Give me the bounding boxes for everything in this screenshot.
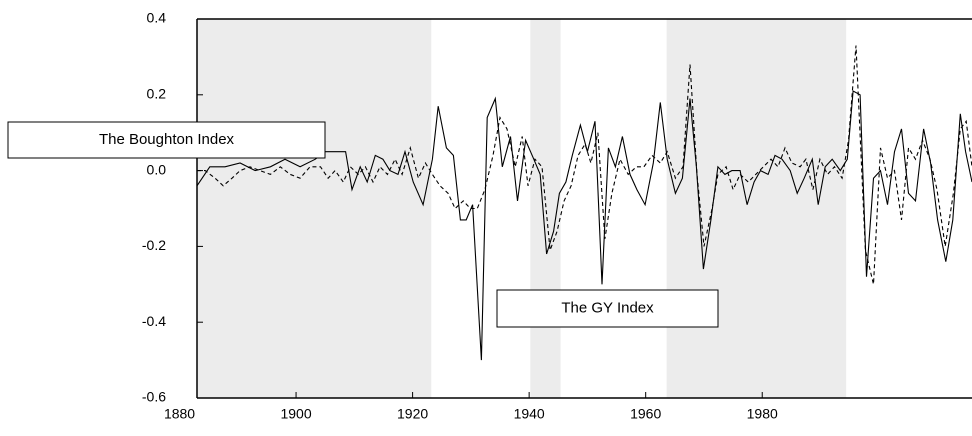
series-line [197, 45, 972, 285]
y-tick-label: -0.2 [142, 237, 166, 253]
y-tick-label: -0.4 [142, 313, 166, 329]
y-tick-label: 0.2 [147, 86, 167, 102]
x-tick-label: 1920 [397, 406, 428, 422]
x-tick-label: 1880 [164, 406, 195, 422]
shaded-region [666, 19, 847, 398]
annotation-box [7, 121, 326, 159]
x-tick-label: 1940 [514, 406, 545, 422]
shaded-region [197, 19, 432, 398]
x-tick-label: 1980 [747, 406, 778, 422]
y-tick-label: -0.6 [142, 389, 166, 405]
x-tick-label: 1900 [280, 406, 311, 422]
y-tick-label: 0.0 [147, 161, 167, 177]
y-tick-label: 0.4 [147, 10, 167, 26]
annotation-box [496, 289, 719, 328]
shaded-region [530, 19, 561, 398]
annotation: The GY Index [561, 299, 654, 316]
annotation: The Boughton Index [99, 131, 235, 148]
x-tick-label: 1960 [630, 406, 661, 422]
